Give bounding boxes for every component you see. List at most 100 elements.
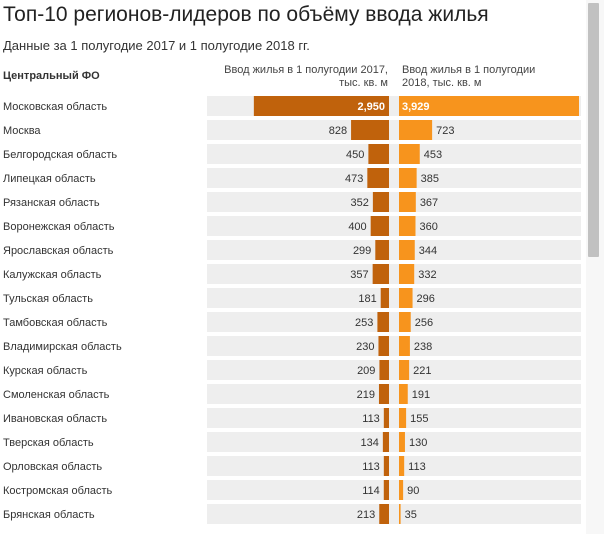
- bar-2018: [399, 480, 404, 500]
- bar-2017: [372, 192, 389, 212]
- bar-2017: [368, 144, 389, 164]
- value-label-2017: 400: [348, 221, 366, 233]
- category-label: Брянская область: [3, 509, 95, 521]
- bar-2017: [383, 408, 389, 428]
- category-label: Рязанская область: [3, 197, 100, 209]
- value-label-2017: 357: [350, 269, 368, 281]
- bar-2017: [383, 456, 389, 476]
- value-label-2018: 256: [415, 317, 433, 329]
- value-label-2018: 113: [408, 461, 426, 473]
- row-background: [207, 360, 581, 380]
- row-background: [207, 120, 581, 140]
- value-label-2018: 35: [405, 509, 417, 521]
- bar-2018: [399, 168, 417, 188]
- bar-2017: [382, 432, 389, 452]
- value-label-2017: 213: [357, 509, 375, 521]
- value-label-2018: 155: [410, 413, 428, 425]
- value-label-2017: 253: [355, 317, 373, 329]
- row-background: [207, 288, 581, 308]
- bar-2017: [379, 360, 389, 380]
- row-background: [207, 408, 581, 428]
- row-background: [207, 456, 581, 476]
- value-label-2017: 299: [353, 245, 371, 257]
- value-label-2018: 221: [413, 365, 431, 377]
- value-label-2017: 352: [351, 197, 369, 209]
- bar-2017: [367, 168, 389, 188]
- row-background: [207, 480, 581, 500]
- value-label-2018: 723: [436, 125, 454, 137]
- value-label-2017: 181: [358, 293, 376, 305]
- category-label: Московская область: [3, 101, 107, 113]
- bar-2018: [399, 360, 410, 380]
- row-background: [207, 384, 581, 404]
- bar-2018: [399, 384, 408, 404]
- bar-2018: [399, 456, 405, 476]
- value-label-2017: 113: [362, 413, 380, 425]
- value-label-2017: 209: [357, 365, 375, 377]
- bar-2018: [399, 408, 407, 428]
- bar-2018: [399, 504, 401, 524]
- value-label-2017: 230: [356, 341, 374, 353]
- row-background: [207, 336, 581, 356]
- category-label: Москва: [3, 125, 41, 137]
- category-label: Орловская область: [3, 461, 102, 473]
- scrollbar-thumb[interactable]: [588, 3, 599, 257]
- bar-2018: [399, 192, 416, 212]
- row-background: [207, 144, 581, 164]
- bar-2017: [379, 504, 389, 524]
- bar-2017: [378, 384, 389, 404]
- category-label: Смоленская область: [3, 389, 110, 401]
- bar-chart: Московская область 2,950 3,929 Москва 828 723…: [3, 96, 581, 524]
- category-label: Владимирская область: [3, 341, 122, 353]
- bar-2017: [383, 480, 389, 500]
- chart-subtitle: Данные за 1 полугодие 2017 и 1 полугодие…: [3, 38, 310, 53]
- bar-2017: [372, 264, 389, 284]
- value-label-2018: 191: [412, 389, 430, 401]
- value-label-2017: 134: [361, 437, 379, 449]
- value-label-2018: 90: [407, 485, 419, 497]
- value-label-2018: 296: [417, 293, 435, 305]
- value-label-2017: 219: [357, 389, 375, 401]
- bar-2018: [399, 144, 420, 164]
- row-background: [207, 264, 581, 284]
- category-label: Костромская область: [3, 485, 113, 497]
- row-background: [207, 240, 581, 260]
- bar-2017: [375, 240, 389, 260]
- bar-2018: [399, 336, 410, 356]
- bar-2017: [351, 120, 389, 140]
- bar-2018: [399, 264, 415, 284]
- value-label-2018: 344: [419, 245, 437, 257]
- value-label-2018: 360: [419, 221, 437, 233]
- value-label-2018: 332: [418, 269, 436, 281]
- category-label: Воронежская область: [3, 221, 115, 233]
- bar-2017: [370, 216, 389, 236]
- category-label: Тульская область: [3, 293, 93, 305]
- category-label: Курская область: [3, 365, 88, 377]
- row-background: [207, 504, 581, 524]
- column-header-2017: Ввод жилья в 1 полугодии 2017, тыс. кв. …: [224, 64, 388, 89]
- bar-2017: [380, 288, 389, 308]
- value-label-2017: 450: [346, 149, 364, 161]
- section-label: Центральный ФО: [3, 70, 100, 82]
- value-label-2018: 130: [409, 437, 427, 449]
- value-label-2018: 3,929: [402, 101, 430, 113]
- bar-2018: [399, 288, 413, 308]
- row-background: [207, 192, 581, 212]
- category-label: Тамбовская область: [3, 317, 108, 329]
- category-label: Ярославская область: [3, 245, 114, 257]
- bar-2017: [378, 336, 389, 356]
- value-label-2018: 238: [414, 341, 432, 353]
- bar-2018: [399, 96, 579, 116]
- value-label-2017: 113: [362, 461, 380, 473]
- category-label: Белгородская область: [3, 149, 117, 161]
- row-background: [207, 432, 581, 452]
- row-background: [207, 216, 581, 236]
- row-background: [207, 168, 581, 188]
- bar-2018: [399, 120, 433, 140]
- bar-2018: [399, 312, 411, 332]
- bar-2018: [399, 432, 405, 452]
- column-header-2018: Ввод жилья в 1 полугодии 2018, тыс. кв. …: [402, 64, 536, 89]
- value-label-2018: 385: [421, 173, 439, 185]
- chart-title: Топ-10 регионов-лидеров по объёму ввода …: [3, 3, 489, 26]
- value-label-2017: 828: [329, 125, 347, 137]
